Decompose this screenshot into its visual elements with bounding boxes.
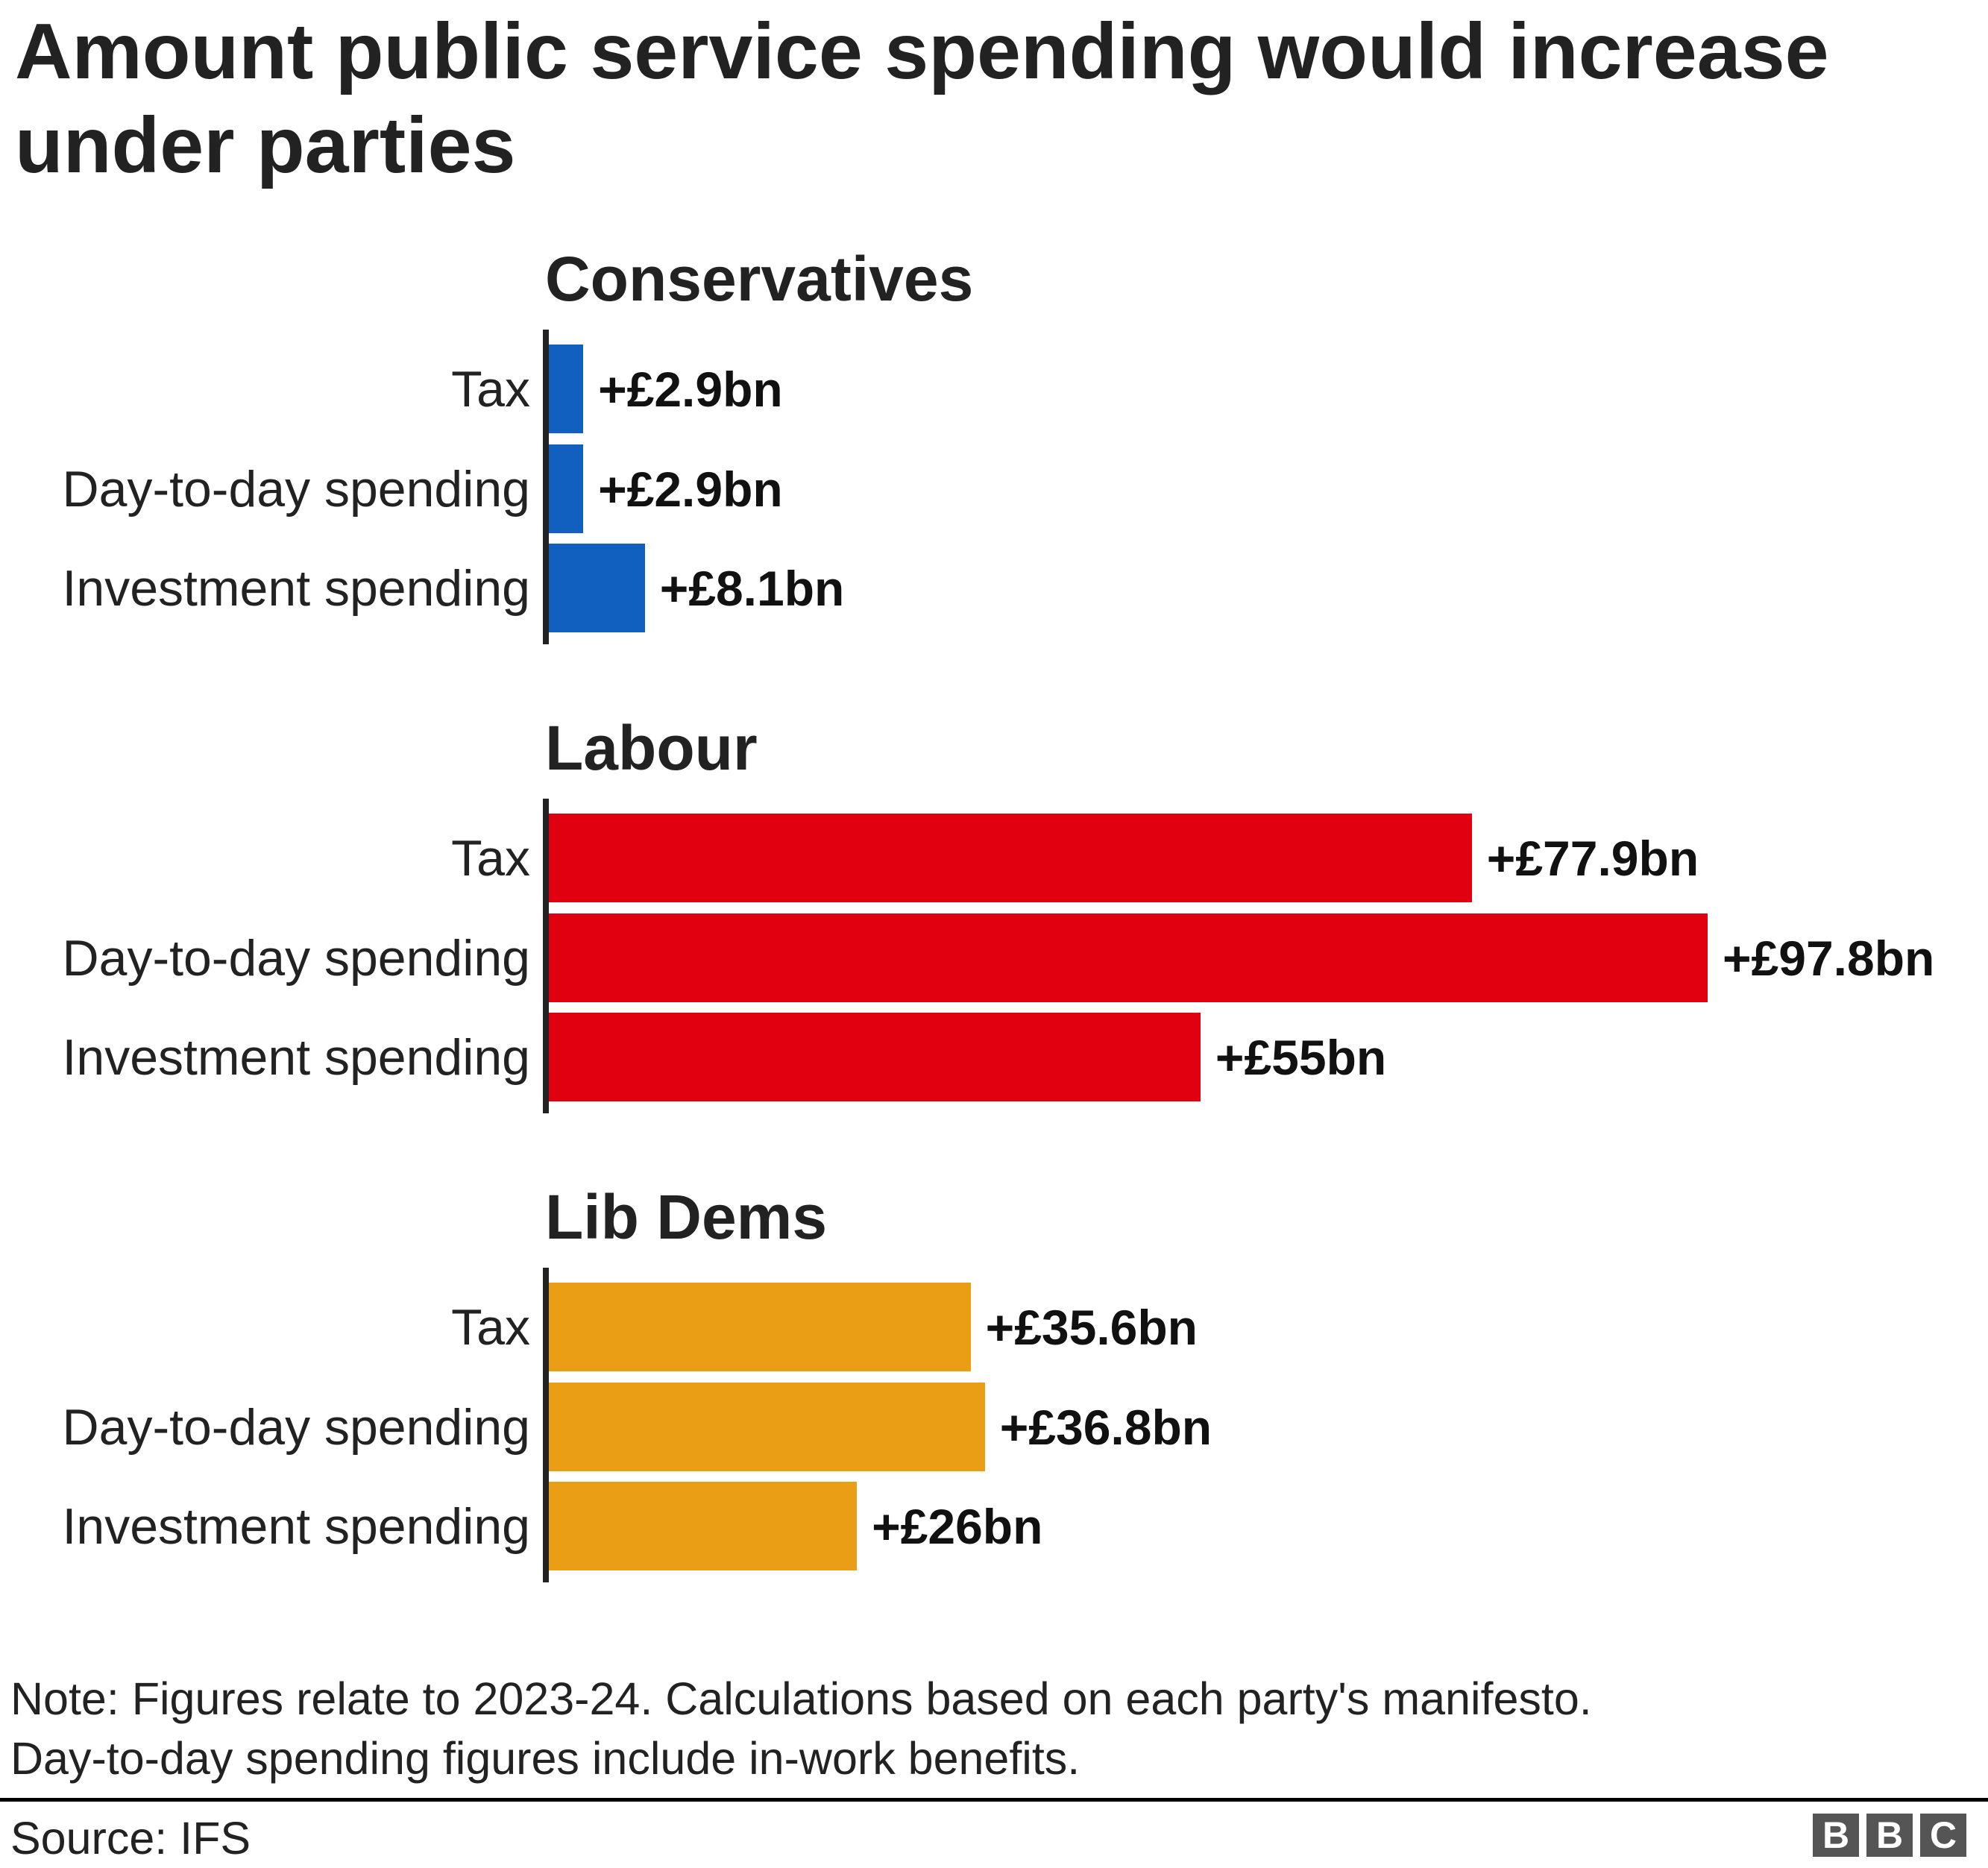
source-text: Source: IFS bbox=[10, 1813, 251, 1864]
panel-lib-dems: Lib Dems Tax +£35.6bn Day-to-day spending +£… bbox=[0, 1180, 1988, 1582]
note-line-2: Day-to-day spending figures include in-w… bbox=[10, 1733, 1080, 1784]
data-label: +£26bn bbox=[872, 1499, 1043, 1554]
category-label: Day-to-day spending bbox=[62, 930, 530, 987]
bar bbox=[549, 345, 584, 433]
bar bbox=[549, 1013, 1201, 1101]
bar bbox=[549, 1482, 858, 1570]
data-label: +£35.6bn bbox=[985, 1300, 1198, 1355]
data-label: +£97.8bn bbox=[1723, 931, 1935, 986]
category-label: Investment spending bbox=[62, 1029, 530, 1086]
bar bbox=[549, 913, 1708, 1002]
category-label: Tax bbox=[451, 830, 530, 887]
category-label: Day-to-day spending bbox=[62, 461, 530, 518]
chart-note: Note: Figures relate to 2023-24. Calcula… bbox=[10, 1669, 1592, 1788]
note-line-1: Note: Figures relate to 2023-24. Calcula… bbox=[10, 1673, 1592, 1724]
bar bbox=[549, 1283, 971, 1371]
bar bbox=[549, 544, 645, 632]
chart-title: Amount public service spending would inc… bbox=[15, 7, 1829, 189]
panel-labour: Labour Tax +£77.9bn Day-to-day spending +£97… bbox=[0, 711, 1988, 1113]
category-label: Tax bbox=[451, 1299, 530, 1356]
bar bbox=[549, 444, 584, 533]
data-label: +£2.9bn bbox=[598, 362, 783, 417]
bar bbox=[549, 814, 1472, 902]
logo-letter: C bbox=[1920, 1814, 1966, 1857]
bbc-logo: B B C bbox=[1813, 1814, 1966, 1857]
data-label: +£2.9bn bbox=[598, 462, 783, 517]
data-label: +£55bn bbox=[1215, 1030, 1387, 1085]
panel-title: Labour bbox=[545, 713, 758, 783]
y-axis-line bbox=[543, 1268, 549, 1582]
category-label: Tax bbox=[451, 361, 530, 418]
category-label: Day-to-day spending bbox=[62, 1399, 530, 1456]
y-axis-line bbox=[543, 799, 549, 1113]
logo-letter: B bbox=[1813, 1814, 1859, 1857]
panel-title: Lib Dems bbox=[545, 1182, 828, 1252]
logo-letter: B bbox=[1866, 1814, 1913, 1857]
footer-divider bbox=[0, 1798, 1988, 1802]
bar bbox=[549, 1383, 985, 1471]
data-label: +£8.1bn bbox=[659, 561, 845, 616]
data-label: +£77.9bn bbox=[1486, 831, 1699, 886]
y-axis-line bbox=[543, 330, 549, 644]
category-label: Investment spending bbox=[62, 560, 530, 617]
data-label: +£36.8bn bbox=[999, 1400, 1212, 1455]
category-label: Investment spending bbox=[62, 1498, 530, 1555]
panel-title: Conservatives bbox=[545, 244, 974, 314]
panel-conservatives: Conservatives Tax +£2.9bn Day-to-day spendi… bbox=[0, 242, 1988, 644]
